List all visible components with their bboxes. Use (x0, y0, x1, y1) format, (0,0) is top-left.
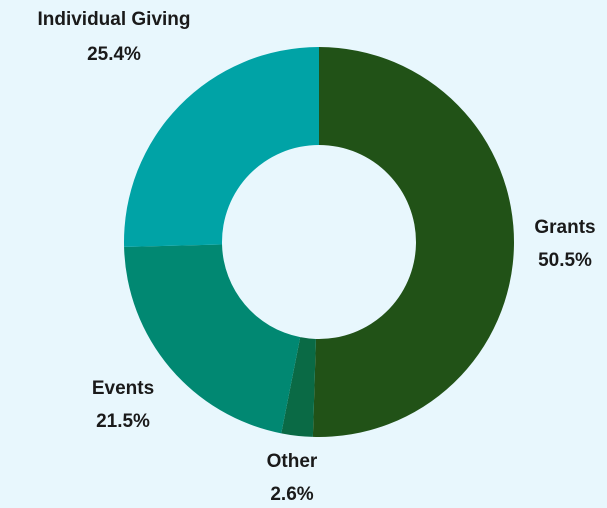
slice-label-other: Other (267, 451, 318, 472)
slice-value-events: 21.5% (96, 411, 150, 432)
slice-value-individual-giving: 25.4% (87, 44, 141, 65)
slice-label-grants: Grants (534, 217, 595, 238)
slice-value-other: 2.6% (270, 484, 313, 503)
slice-label-individual-giving: Individual Giving (37, 9, 190, 30)
slice-events (124, 244, 301, 434)
slice-value-grants: 50.5% (538, 250, 592, 271)
slice-individual-giving (124, 47, 319, 247)
slice-label-events: Events (92, 378, 154, 399)
slice-grants (312, 46, 515, 437)
slices-group (124, 46, 515, 437)
slice-other (281, 337, 316, 437)
labels-group: Grants 50.5% Other 2.6% Events 21.5% Individua… (37, 9, 595, 505)
